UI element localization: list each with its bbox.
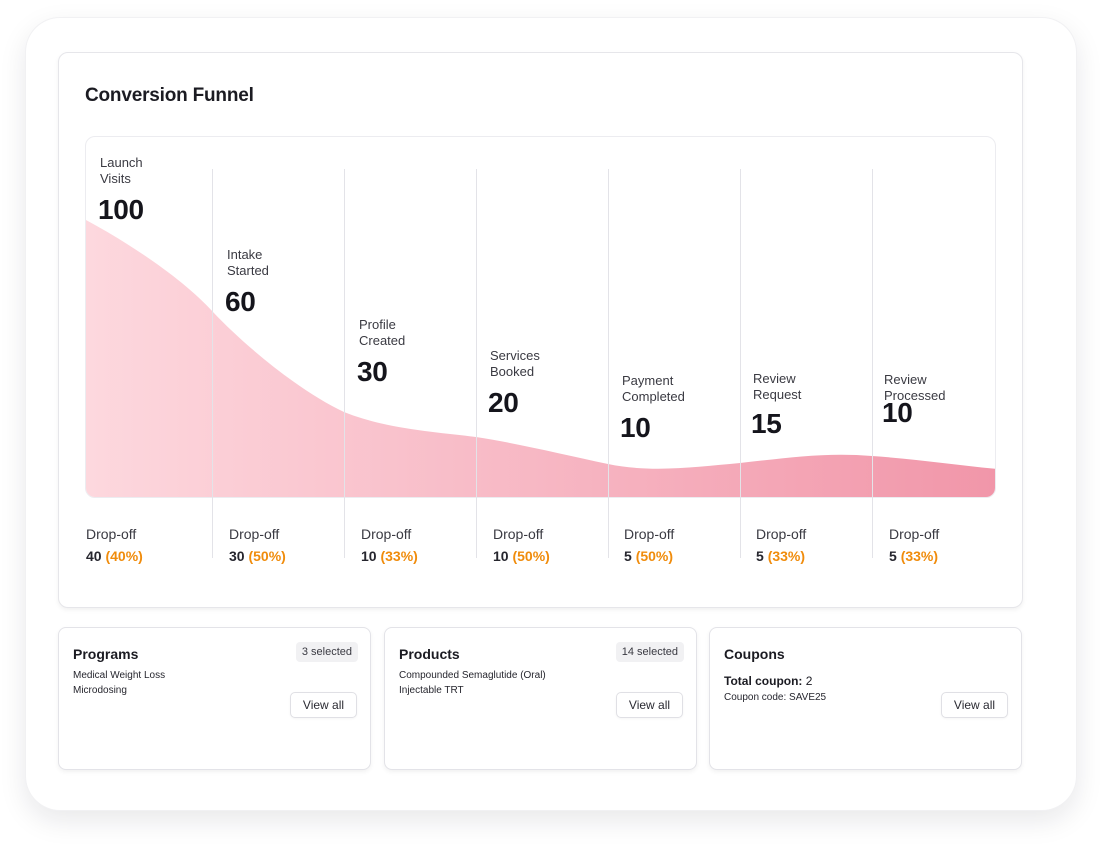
dropoff-label: Drop-off — [86, 526, 137, 542]
dropoff-percent: (33%) — [900, 548, 939, 564]
dropoff-percent: (33%) — [767, 548, 806, 564]
stage-divider — [476, 169, 477, 558]
coupon-code: Coupon code: SAVE25 — [724, 692, 827, 703]
dropoff-value: 10 (50%) — [493, 548, 550, 564]
dropoff-value: 30 (50%) — [229, 548, 286, 564]
stage-divider — [212, 169, 213, 558]
stage-value-review-request: 15 — [751, 408, 782, 439]
dropoff-value: 5 (33%) — [756, 548, 805, 564]
products-view-all-button[interactable]: View all — [616, 692, 683, 718]
stage-label-review-processed: Review Processed — [884, 372, 946, 403]
dropoff-value: 5 (33%) — [889, 548, 938, 564]
dropoff-percent: (50%) — [512, 548, 550, 564]
dropoff-label: Drop-off — [493, 526, 544, 542]
dropoff-label: Drop-off — [756, 526, 807, 542]
stage-label-payment-completed: Payment Completed — [622, 373, 685, 404]
funnel-chart — [85, 136, 996, 498]
program-item: Medical Weight Loss — [73, 670, 166, 681]
programs-card: Programs 3 selected Medical Weight Loss … — [58, 627, 371, 770]
stage-label-services-booked: Services Booked — [490, 348, 540, 379]
product-item: Injectable TRT — [399, 685, 464, 696]
coupons-title: Coupons — [724, 646, 785, 662]
products-title: Products — [399, 646, 460, 662]
dropoff-value: 10 (33%) — [361, 548, 418, 564]
products-selected-badge: 14 selected — [615, 642, 684, 662]
dropoff-count: 10 — [361, 548, 377, 564]
dropoff-percent: (33%) — [380, 548, 418, 564]
stage-value-profile-created: 30 — [357, 356, 388, 387]
stage-label-launch-visits: Launch Visits — [100, 155, 143, 186]
stage-label-review-request: Review Request — [753, 371, 802, 402]
dropoff-label: Drop-off — [624, 526, 675, 542]
dropoff-label: Drop-off — [361, 526, 412, 542]
dropoff-count: 40 — [86, 548, 102, 564]
stage-value-services-booked: 20 — [488, 387, 519, 418]
coupons-total-value: 2 — [805, 674, 813, 688]
dropoff-percent: (50%) — [248, 548, 286, 564]
programs-view-all-button[interactable]: View all — [290, 692, 357, 718]
coupons-view-all-button[interactable]: View all — [941, 692, 1008, 718]
funnel-chart-svg — [86, 220, 995, 497]
dropoff-value: 40 (40%) — [86, 548, 143, 564]
stage-value-review-processed: 10 — [882, 397, 913, 428]
stage-value-payment-completed: 10 — [620, 412, 651, 443]
products-card: Products 14 selected Compounded Semaglut… — [384, 627, 697, 770]
dropoff-count: 5 — [889, 548, 897, 564]
funnel-area — [86, 220, 995, 497]
stage-divider — [344, 169, 345, 558]
dropoff-percent: (40%) — [105, 548, 143, 564]
stage-label-profile-created: Profile Created — [359, 317, 406, 348]
programs-title: Programs — [73, 646, 139, 662]
coupons-total-label: Total coupon: — [724, 674, 803, 688]
stage-divider — [740, 169, 741, 558]
product-item: Compounded Semaglutide (Oral) — [399, 670, 546, 681]
stage-label-intake-started: Intake Started — [227, 247, 269, 278]
programs-selected-badge: 3 selected — [295, 642, 358, 662]
conversion-funnel-card: Conversion Funnel Launch Visits 100 Inta… — [58, 52, 1023, 608]
dropoff-label: Drop-off — [229, 526, 280, 542]
program-item: Microdosing — [73, 685, 127, 696]
dropoff-percent: (50%) — [635, 548, 674, 564]
coupons-total: Total coupon: 2 — [724, 674, 812, 688]
dropoff-count: 10 — [493, 548, 509, 564]
stage-divider — [872, 169, 873, 558]
dropoff-label: Drop-off — [889, 526, 940, 542]
dropoff-value: 5 (50%) — [624, 548, 673, 564]
stage-value-launch-visits: 100 — [98, 194, 144, 225]
dropoff-count: 30 — [229, 548, 245, 564]
dropoff-count: 5 — [624, 548, 632, 564]
coupons-card: Coupons Total coupon: 2 Coupon code: SAV… — [709, 627, 1022, 770]
funnel-title: Conversion Funnel — [85, 85, 254, 106]
dropoff-count: 5 — [756, 548, 764, 564]
stage-value-intake-started: 60 — [225, 286, 256, 317]
stage-divider — [608, 169, 609, 558]
